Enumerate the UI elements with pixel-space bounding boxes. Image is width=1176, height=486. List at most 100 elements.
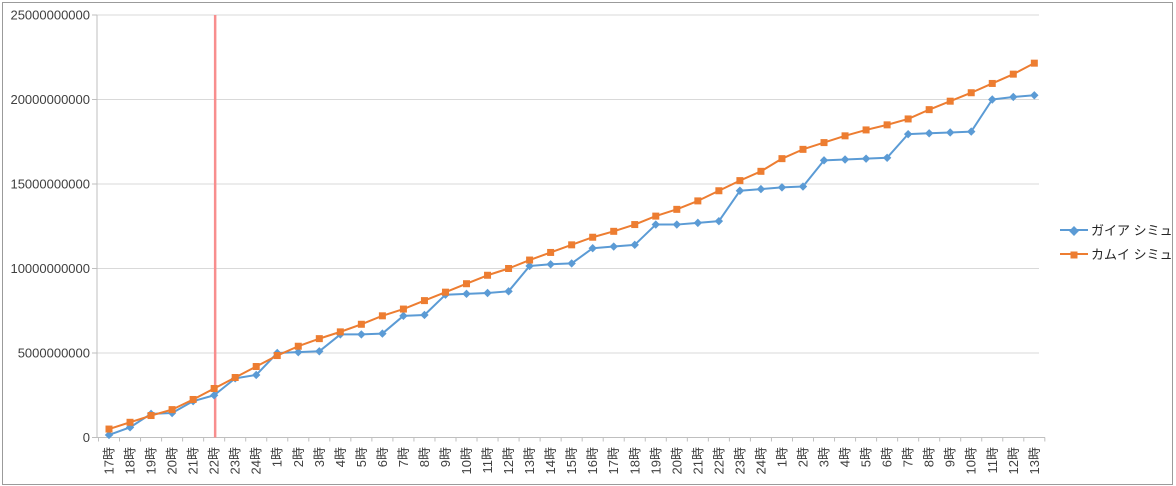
gaia-data-point[interactable] <box>209 391 219 400</box>
kamui-data-point[interactable] <box>273 352 281 360</box>
gaia-data-point[interactable] <box>588 244 597 253</box>
gaia-data-point[interactable] <box>504 287 513 296</box>
kamui-data-point[interactable] <box>946 97 954 105</box>
gaia-data-point[interactable] <box>483 288 492 298</box>
kamui-data-point[interactable] <box>841 132 849 140</box>
kamui-data-point[interactable] <box>547 248 555 256</box>
gaia-data-point[interactable] <box>651 220 660 229</box>
gaia-data-point[interactable] <box>819 156 829 165</box>
x-axis-label: 16時 <box>585 447 600 474</box>
kamui-data-point[interactable] <box>694 197 702 205</box>
gaia-data-point[interactable] <box>756 184 766 194</box>
gaia-data-point[interactable] <box>882 153 892 163</box>
gaia-data-point[interactable] <box>630 240 639 250</box>
kamui-data-point[interactable] <box>357 320 365 328</box>
gaia-data-point[interactable] <box>924 129 934 138</box>
kamui-data-point[interactable] <box>589 233 597 241</box>
x-axis-label: 17時 <box>606 447 621 474</box>
gaia-data-point[interactable] <box>903 129 913 139</box>
gaia-data-point[interactable] <box>252 370 261 380</box>
kamui-data-point[interactable] <box>904 115 912 123</box>
kamui-data-point[interactable] <box>652 212 660 220</box>
series-kamui <box>105 59 1038 433</box>
kamui-data-point[interactable] <box>420 297 428 305</box>
x-axis-label: 9時 <box>943 447 958 467</box>
kamui-data-point[interactable] <box>505 265 513 272</box>
kamui-data-point[interactable] <box>315 335 323 343</box>
kamui-data-point[interactable] <box>252 363 260 371</box>
gaia-data-point[interactable] <box>714 216 724 226</box>
kamui-data-point[interactable] <box>925 106 933 114</box>
x-axis-label: 21時 <box>690 447 705 474</box>
gaia-data-point[interactable] <box>609 242 618 251</box>
kamui-data-point[interactable] <box>168 406 176 414</box>
gaia-data-point[interactable] <box>840 155 850 164</box>
kamui-line-swatch <box>1060 251 1088 259</box>
kamui-data-point[interactable] <box>778 155 786 163</box>
gaia-data-point[interactable] <box>315 347 324 356</box>
x-axis-label: 2時 <box>291 447 306 467</box>
y-axis-label: 15000000000 <box>10 177 90 192</box>
kamui-data-point[interactable] <box>631 221 639 229</box>
kamui-data-point[interactable] <box>1009 70 1017 78</box>
kamui-data-point[interactable] <box>988 79 996 87</box>
gaia-data-point[interactable] <box>546 260 555 269</box>
kamui-data-point[interactable] <box>967 89 975 97</box>
gaia-data-point[interactable] <box>1009 92 1018 102</box>
x-axis-label: 6時 <box>375 447 390 467</box>
kamui-data-point[interactable] <box>526 256 534 264</box>
gaia-data-point[interactable] <box>946 128 955 137</box>
kamui-data-point[interactable] <box>231 374 239 382</box>
gaia-data-point[interactable] <box>104 430 114 440</box>
x-axis-label: 5時 <box>859 447 874 467</box>
legend-item-gaia[interactable]: ガイア シミュ <box>1060 218 1173 242</box>
kamui-data-point[interactable] <box>147 412 155 420</box>
kamui-data-point[interactable] <box>105 425 113 433</box>
kamui-data-point[interactable] <box>820 139 828 147</box>
kamui-data-point[interactable] <box>673 205 681 213</box>
kamui-data-point[interactable] <box>294 342 302 350</box>
kamui-data-point[interactable] <box>799 145 807 153</box>
kamui-data-point[interactable] <box>568 241 576 249</box>
gaia-data-point[interactable] <box>294 347 303 357</box>
kamui-data-point[interactable] <box>610 227 618 235</box>
kamui-data-point[interactable] <box>399 305 407 313</box>
kamui-data-point[interactable] <box>463 280 471 288</box>
kamui-data-point[interactable] <box>484 271 492 279</box>
kamui-data-point[interactable] <box>189 395 197 403</box>
kamui-data-point[interactable] <box>883 121 891 129</box>
gaia-data-point[interactable] <box>735 186 745 195</box>
gaia-data-point[interactable] <box>420 310 429 320</box>
kamui-data-point[interactable] <box>378 312 386 320</box>
kamui-data-point[interactable] <box>441 288 449 296</box>
x-axis-label: 15時 <box>564 447 579 474</box>
gaia-data-point[interactable] <box>399 311 408 321</box>
kamui-data-point[interactable] <box>1030 59 1038 67</box>
gaia-data-point[interactable] <box>798 182 808 191</box>
kamui-data-point[interactable] <box>715 187 723 195</box>
kamui-data-point[interactable] <box>757 167 765 175</box>
gaia-data-point[interactable] <box>567 259 576 268</box>
gaia-data-point[interactable] <box>861 154 871 163</box>
gaia-data-point[interactable] <box>672 220 682 229</box>
gaia-data-point[interactable] <box>462 289 471 299</box>
kamui-data-point[interactable] <box>736 177 744 185</box>
gaia-data-point[interactable] <box>357 330 366 339</box>
gaia-data-point[interactable] <box>693 218 703 228</box>
gaia-data-point[interactable] <box>1030 91 1039 100</box>
x-axis-label: 4時 <box>333 447 348 467</box>
kamui-data-point[interactable] <box>862 126 870 134</box>
x-axis-label: 23時 <box>732 447 747 474</box>
gaia-data-point[interactable] <box>525 261 534 271</box>
gaia-data-point[interactable] <box>967 127 976 136</box>
gaia-data-point[interactable] <box>378 329 387 338</box>
kamui-data-point[interactable] <box>336 328 344 336</box>
kamui-data-point[interactable] <box>126 418 134 426</box>
x-axis-label: 14時 <box>543 447 558 474</box>
gaia-data-point[interactable] <box>777 183 787 192</box>
x-axis-label: 24時 <box>753 447 768 474</box>
gaia-data-point[interactable] <box>988 95 997 104</box>
legend-item-kamui[interactable]: カムイ シミュ <box>1060 242 1173 266</box>
kamui-data-point[interactable] <box>210 384 218 392</box>
